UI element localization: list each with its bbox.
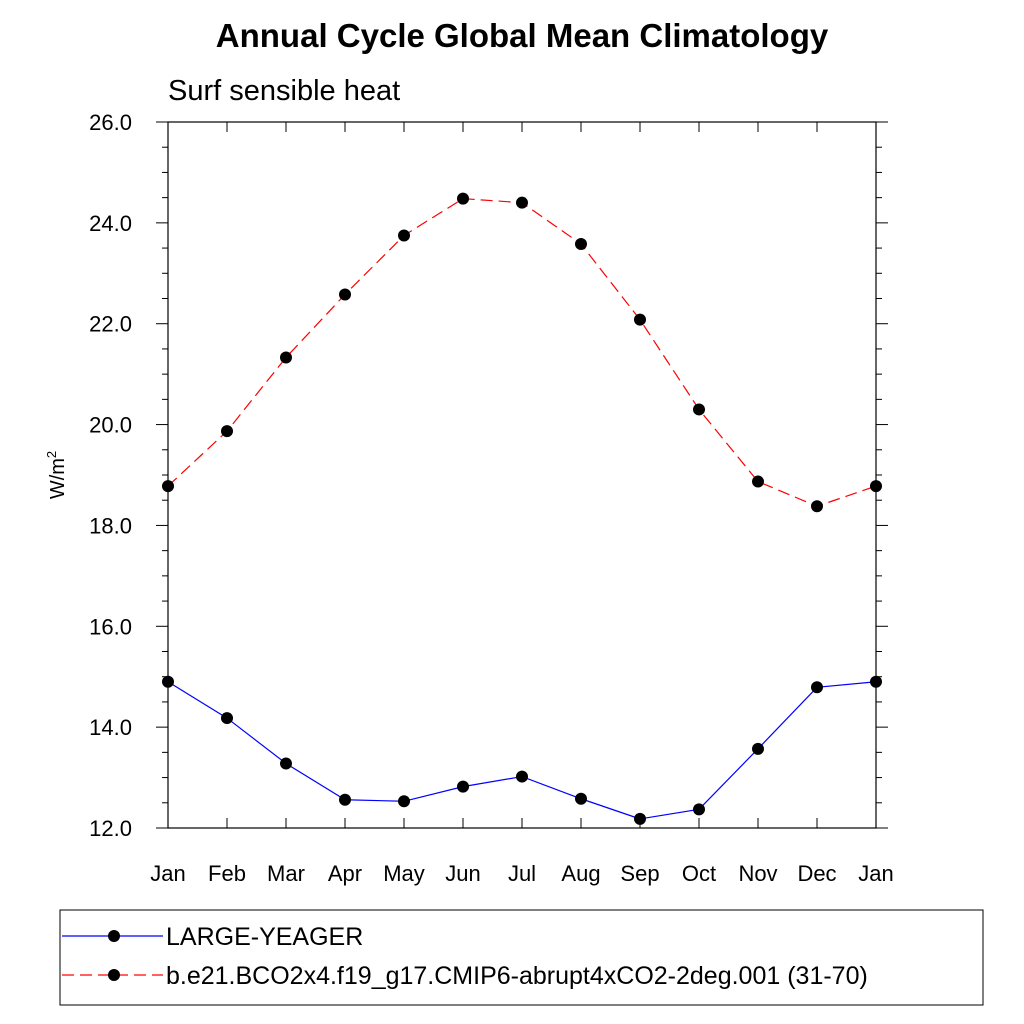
plot-frame <box>167 121 877 829</box>
series-line-1 <box>167 681 877 820</box>
x-tick-label: Jan <box>858 861 893 886</box>
chart-subtitle: Surf sensible heat <box>168 75 400 107</box>
y-tick-label: 26.0 <box>89 110 132 135</box>
series-2-marker <box>280 351 292 364</box>
x-tick-label: Apr <box>328 861 362 886</box>
legend-label-1: LARGE-YEAGER <box>166 923 363 951</box>
series-1-marker <box>516 770 528 783</box>
x-tick-label: Oct <box>682 861 716 886</box>
series-1-marker <box>752 742 764 755</box>
series-1-marker <box>398 795 410 808</box>
x-tick-label: Aug <box>561 861 600 886</box>
x-tick-label: Dec <box>797 861 836 886</box>
series-1-marker <box>811 681 823 694</box>
series-2-marker <box>457 192 469 205</box>
y-axis-label-sup: 2 <box>44 451 59 458</box>
plot-axes: Jan Feb Mar Apr May Jun Jul Aug Sep Oct Nov Dec Jan 1… <box>89 110 894 886</box>
x-tick-label: Feb <box>208 861 246 886</box>
y-tick-label: 12.0 <box>89 816 132 841</box>
series-2-marker <box>575 238 587 251</box>
chart-title: Annual Cycle Global Mean Climatology <box>216 17 829 54</box>
y-tick-label: 16.0 <box>89 614 132 639</box>
series-2-marker <box>516 196 528 209</box>
x-tick-label: Mar <box>267 861 305 886</box>
y-tick-label: 20.0 <box>89 413 132 438</box>
y-tick-label: 18.0 <box>89 513 132 538</box>
series-layer <box>162 192 882 825</box>
series-1-marker <box>457 780 469 793</box>
legend-box <box>59 909 984 1006</box>
legend: LARGE-YEAGER b.e21.BCO2x4.f19_g17.CMIP6-a… <box>62 923 868 990</box>
legend-label-2: b.e21.BCO2x4.f19_g17.CMIP6-abrupt4xCO2-2… <box>166 962 868 990</box>
series-1-marker <box>280 757 292 770</box>
series-2-marker <box>752 475 764 488</box>
y-tick-label: 14.0 <box>89 715 132 740</box>
series-1-marker <box>634 812 646 825</box>
series-1-marker <box>575 792 587 805</box>
series-2-marker <box>693 403 705 416</box>
series-line-2 <box>167 198 877 507</box>
series-2-marker <box>398 229 410 242</box>
y-axis-label: W/m2 <box>44 451 69 499</box>
series-2-marker <box>221 425 233 438</box>
y-tick-label: 24.0 <box>89 211 132 236</box>
series-1-marker <box>870 675 882 688</box>
x-tick-label: Jul <box>508 861 536 886</box>
x-tick-label: Jun <box>445 861 480 886</box>
x-tick-label: May <box>383 861 425 886</box>
legend-marker-2 <box>108 969 120 981</box>
y-axis-label-unit: W/m <box>47 458 69 499</box>
y-tick-label: 22.0 <box>89 312 132 337</box>
x-tick-label: Nov <box>738 861 777 886</box>
x-tick-label: Jan <box>150 861 185 886</box>
series-1-marker <box>162 675 174 688</box>
series-1-marker <box>221 712 233 725</box>
series-2-marker <box>870 480 882 493</box>
legend-marker-1 <box>108 930 120 942</box>
series-1-marker <box>339 793 351 806</box>
series-2-marker <box>634 313 646 326</box>
series-1-marker <box>693 803 705 816</box>
series-2-marker <box>339 288 351 301</box>
x-tick-label: Sep <box>620 861 659 886</box>
series-2-marker <box>811 500 823 513</box>
series-2-marker <box>162 480 174 493</box>
